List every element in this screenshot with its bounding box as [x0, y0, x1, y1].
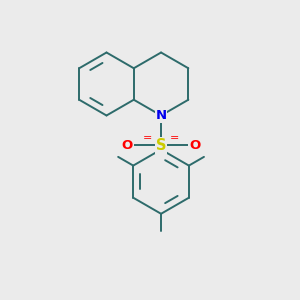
Text: =: =	[142, 133, 152, 143]
Text: =: =	[170, 133, 180, 143]
Text: O: O	[122, 139, 133, 152]
Text: O: O	[189, 139, 200, 152]
Text: S: S	[156, 138, 166, 153]
Text: N: N	[155, 109, 167, 122]
